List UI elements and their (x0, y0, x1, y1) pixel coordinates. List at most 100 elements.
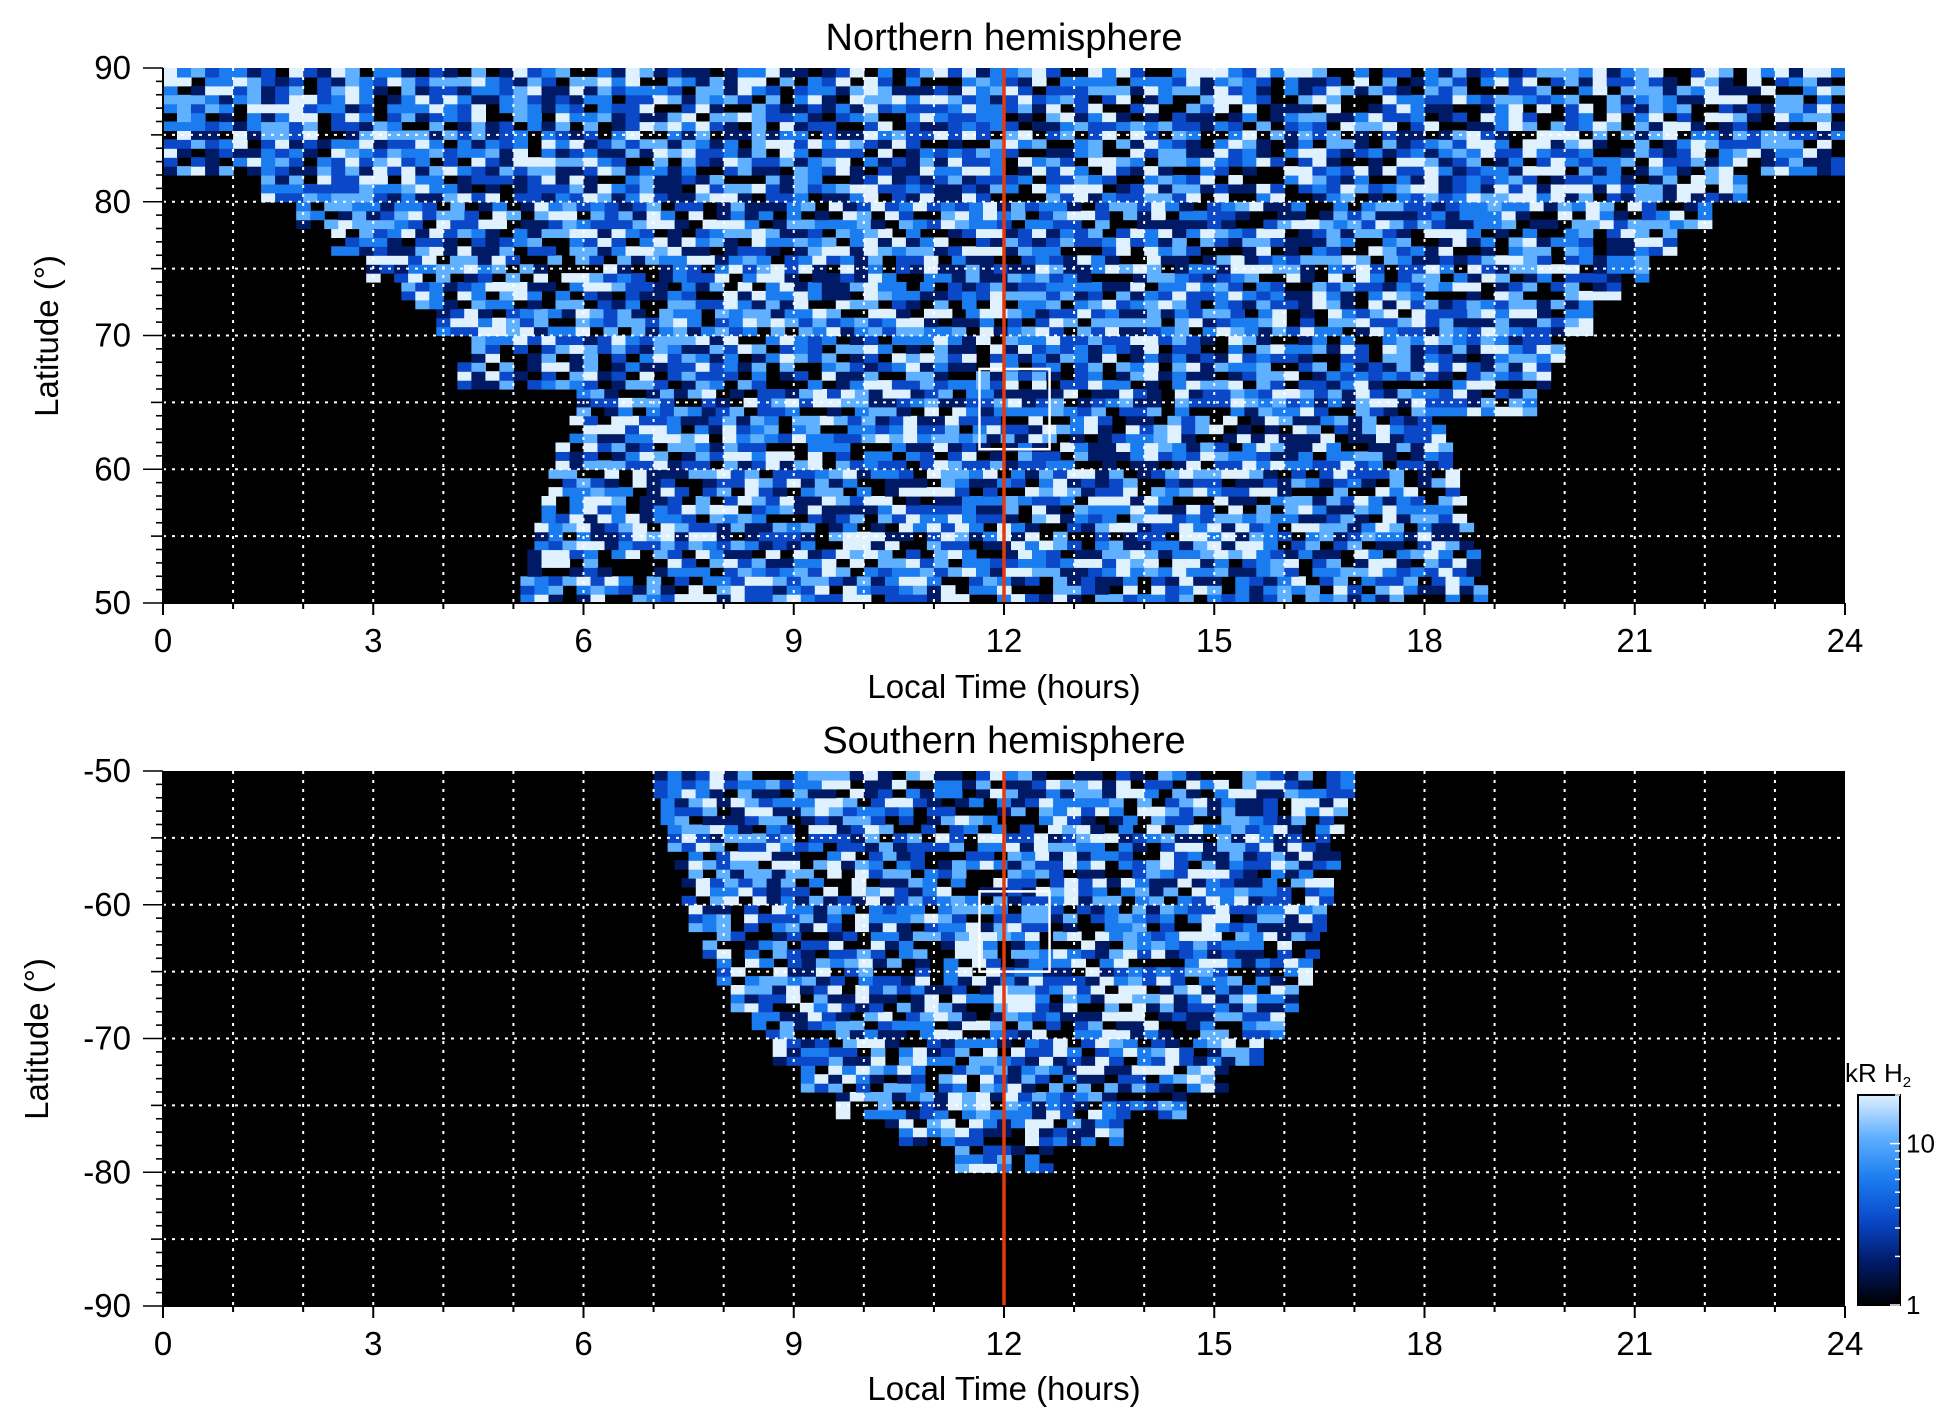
heatmap-cell (1278, 433, 1294, 444)
heatmap-cell (933, 68, 949, 78)
heatmap-cell (653, 513, 669, 524)
heatmap-cell (1368, 246, 1383, 256)
heatmap-cell (660, 522, 676, 533)
heatmap-cell (1403, 219, 1419, 230)
heatmap-cell (681, 68, 697, 78)
heatmap-cell (933, 460, 949, 470)
heatmap-cell (1158, 290, 1173, 301)
heatmap-cell (863, 94, 879, 105)
heatmap-cell (1334, 424, 1349, 435)
heatmap-cell (1354, 460, 1369, 470)
heatmap-cell (1207, 585, 1222, 595)
heatmap-cell (1123, 1047, 1138, 1057)
heatmap-cell (919, 68, 935, 78)
heatmap-cell (617, 255, 632, 265)
heatmap-cell (247, 148, 262, 158)
heatmap-cell (632, 210, 648, 221)
heatmap-cell (919, 290, 935, 301)
heatmap-cell (1298, 344, 1313, 354)
heatmap-cell (639, 228, 655, 238)
heatmap-cell (1676, 166, 1692, 176)
heatmap-cell (1439, 406, 1454, 417)
heatmap-cell (910, 985, 926, 995)
heatmap-cell (1172, 567, 1187, 577)
heatmap-cell (1200, 1011, 1215, 1022)
heatmap-cell (1732, 183, 1748, 194)
heatmap-cell (1522, 85, 1538, 96)
heatmap-cell (331, 166, 346, 176)
heatmap-cell (499, 362, 514, 372)
heatmap-cell (877, 451, 893, 461)
heatmap-cell (1063, 1002, 1078, 1013)
heatmap-cell (1340, 513, 1355, 524)
heatmap-cell (1564, 94, 1580, 105)
heatmap-cell (583, 362, 599, 372)
heatmap-cell (1130, 1029, 1145, 1040)
heatmap-cell (1495, 264, 1510, 274)
heatmap-cell (1634, 139, 1650, 149)
heatmap-cell (1144, 504, 1159, 515)
heatmap-cell (884, 1118, 900, 1129)
heatmap-cell (1508, 353, 1524, 363)
heatmap-cell (331, 94, 346, 105)
heatmap-cell (1116, 299, 1131, 310)
heatmap-cell (639, 237, 655, 247)
heatmap-cell (937, 273, 953, 283)
heatmap-cell (751, 371, 767, 381)
heatmap-cell (723, 567, 739, 577)
heatmap-cell (519, 308, 535, 319)
heatmap-cell (555, 344, 571, 354)
heatmap-cell (653, 68, 669, 78)
heatmap-cell (366, 201, 381, 212)
heatmap-cell (1130, 85, 1145, 96)
heatmap-cell (976, 513, 991, 524)
heatmap-cell (1389, 415, 1405, 426)
heatmap-cell (793, 85, 809, 96)
heatmap-cell (604, 210, 620, 221)
heatmap-cell (1417, 210, 1433, 221)
heatmap-cell (786, 201, 802, 212)
heatmap-cell (793, 157, 809, 167)
heatmap-cell (1028, 415, 1043, 426)
heatmap-cell (835, 1109, 851, 1120)
heatmap-cell (478, 326, 493, 337)
heatmap-cell (1494, 112, 1510, 123)
heatmap-cell (1053, 201, 1068, 212)
heatmap-cell (485, 85, 500, 96)
heatmap-cell (1091, 389, 1106, 399)
heatmap-cell (1634, 264, 1650, 274)
heatmap-cell (1396, 496, 1412, 506)
heatmap-cell (541, 371, 557, 381)
heatmap-cell (919, 1011, 935, 1022)
heatmap-cell (527, 299, 542, 310)
heatmap-cell (1119, 317, 1134, 328)
heatmap-cell (345, 148, 360, 158)
heatmap-cell (688, 594, 704, 603)
heatmap-cell (443, 68, 458, 78)
heatmap-cell (429, 282, 444, 292)
heatmap-cell (513, 157, 528, 167)
heatmap-cell (541, 166, 557, 176)
heatmap-cell (1025, 201, 1040, 212)
heatmap-cell (597, 166, 613, 176)
heatmap-cell (1223, 433, 1238, 444)
heatmap-cell (1025, 1136, 1040, 1147)
heatmap-cell (990, 558, 1005, 568)
heatmap-cell (541, 335, 557, 345)
heatmap-cell (597, 103, 613, 114)
heatmap-cell (1216, 308, 1231, 319)
heatmap-cell (835, 192, 851, 203)
heatmap-cell (1077, 397, 1092, 408)
heatmap-cell (1258, 264, 1273, 274)
heatmap-cell (1046, 549, 1061, 559)
heatmap-cell (1102, 496, 1117, 506)
heatmap-cell (387, 130, 402, 140)
heatmap-cell (744, 949, 760, 959)
heatmap-cell (541, 228, 557, 238)
heatmap-cell (681, 451, 697, 461)
heatmap-cell (1571, 219, 1587, 230)
heatmap-cell (1018, 353, 1033, 363)
heatmap-cell (1620, 68, 1636, 78)
heatmap-cell (828, 1047, 844, 1057)
heatmap-cell (373, 228, 388, 238)
